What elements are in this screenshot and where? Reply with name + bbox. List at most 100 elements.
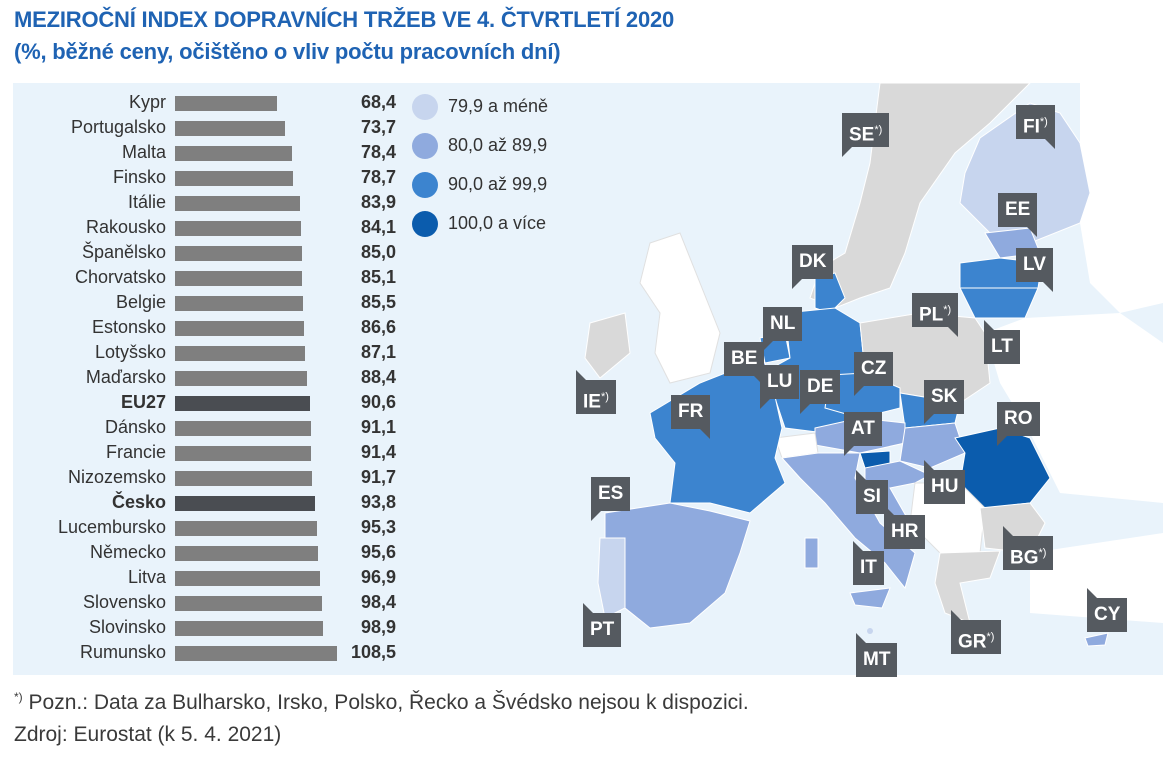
map-label-nl: NL [763,307,803,351]
value-label: 78,7 [360,167,396,187]
map-label-code: GR [958,631,987,653]
value-label: 91,1 [360,417,396,437]
category-label: Lotyšsko [94,342,166,362]
category-label: Belgie [115,292,166,312]
map-label-pointer [760,399,770,409]
map-label-code: HU [931,476,959,497]
map-label-code: MT [863,649,891,670]
value-label: 95,3 [360,517,396,537]
legend-swatch [412,133,438,159]
bar [175,646,337,661]
bar [175,246,302,261]
map-label-pointer [800,404,810,414]
category-label: Lucembursko [57,517,166,537]
map-label-dk: DK [792,245,834,289]
map-turkey [1030,533,1163,623]
bar [175,571,320,586]
map-label-pl: PL*) [912,293,959,337]
map-sardinia [804,537,819,569]
category-label: Rumunsko [79,642,166,662]
map-label-es: ES [591,477,631,521]
chart-title: MEZIROČNÍ INDEX DOPRAVNÍCH TRŽEB VE 4. Č… [14,7,675,32]
map-label-pointer [754,376,765,386]
map-malta [867,628,873,634]
value-label: 85,1 [360,267,396,287]
map-label-bg: BG*) [1003,526,1054,570]
footnote-mark: *) [14,690,23,704]
map-label-ro: RO [997,402,1040,446]
value-label: 85,0 [360,242,396,262]
category-label: Malta [121,142,166,162]
category-label: Česko [111,492,166,512]
map-hungary [899,422,966,469]
map-label-at: AT [844,412,882,456]
map-label-lt: LT [984,320,1020,364]
map-ireland [584,312,631,379]
map-label-code: DK [799,251,827,272]
value-label: 85,5 [360,292,396,312]
map-label-pointer [1044,139,1055,149]
map-label-code: RO [1004,408,1033,429]
bar [175,296,303,311]
bar [175,121,286,136]
map-label-de: DE [800,370,841,414]
map-label-code: FI [1023,116,1040,138]
map-label-pointer [1027,227,1038,237]
value-label: 83,9 [360,192,396,212]
value-label: 87,1 [360,342,396,362]
category-label: Finsko [112,167,166,187]
map-label-pointer [984,320,994,330]
map-label-be: BE [724,342,765,386]
value-label: 91,7 [360,467,396,487]
map-cyprus [1084,632,1109,647]
map-label-lu: LU [760,365,800,409]
map-label-pointer [948,327,959,337]
map-label-pointer [853,541,863,551]
value-label: 98,4 [360,592,396,612]
bar [175,371,307,386]
bar [175,621,323,636]
value-label: 95,6 [360,542,396,562]
category-label: Španělsko [81,242,166,262]
map-label-mark: *) [1039,116,1048,128]
map-label-mark: *) [986,631,995,643]
bar [175,546,318,561]
map-label-pointer [884,505,894,515]
map-label-se: SE*) [842,113,890,157]
bar [175,496,316,511]
bar [175,171,293,186]
map-label-hu: HU [924,460,966,504]
map-label-pointer [1042,282,1053,292]
bar [175,146,293,161]
map-label-pointer [763,341,773,351]
map-label-mt: MT [856,633,898,677]
bar [175,321,305,336]
category-label: Slovensko [82,592,166,612]
value-label: 86,6 [360,317,396,337]
value-label: 78,4 [360,142,396,162]
map-label-pointer [792,279,802,289]
map-label-code: CZ [861,358,887,379]
map-lithuania [959,287,1039,319]
value-label: 91,4 [360,442,396,462]
map-label-code: PT [590,619,615,640]
source-note: Zdroj: Eurostat (k 5. 4. 2021) [14,723,282,746]
bar [175,521,318,536]
map-spain [604,502,751,629]
bar [175,346,306,361]
map-label-code: EE [1005,199,1031,220]
category-label: Slovinsko [88,617,166,637]
map-label-pointer [856,470,866,480]
map-label-gr: GR*) [951,610,1002,654]
map-label-code: BE [731,348,758,369]
map-label-code: LT [991,336,1013,357]
bar [175,446,312,461]
legend-label: 79,9 a méně [448,96,549,116]
europe-map [584,83,1163,647]
category-label: Německo [89,542,166,562]
map-label-pt: PT [583,603,622,647]
map-label-mark: *) [943,304,952,316]
bar [175,96,278,111]
map-label-code: SK [931,386,958,407]
map-label-pointer [583,603,593,613]
